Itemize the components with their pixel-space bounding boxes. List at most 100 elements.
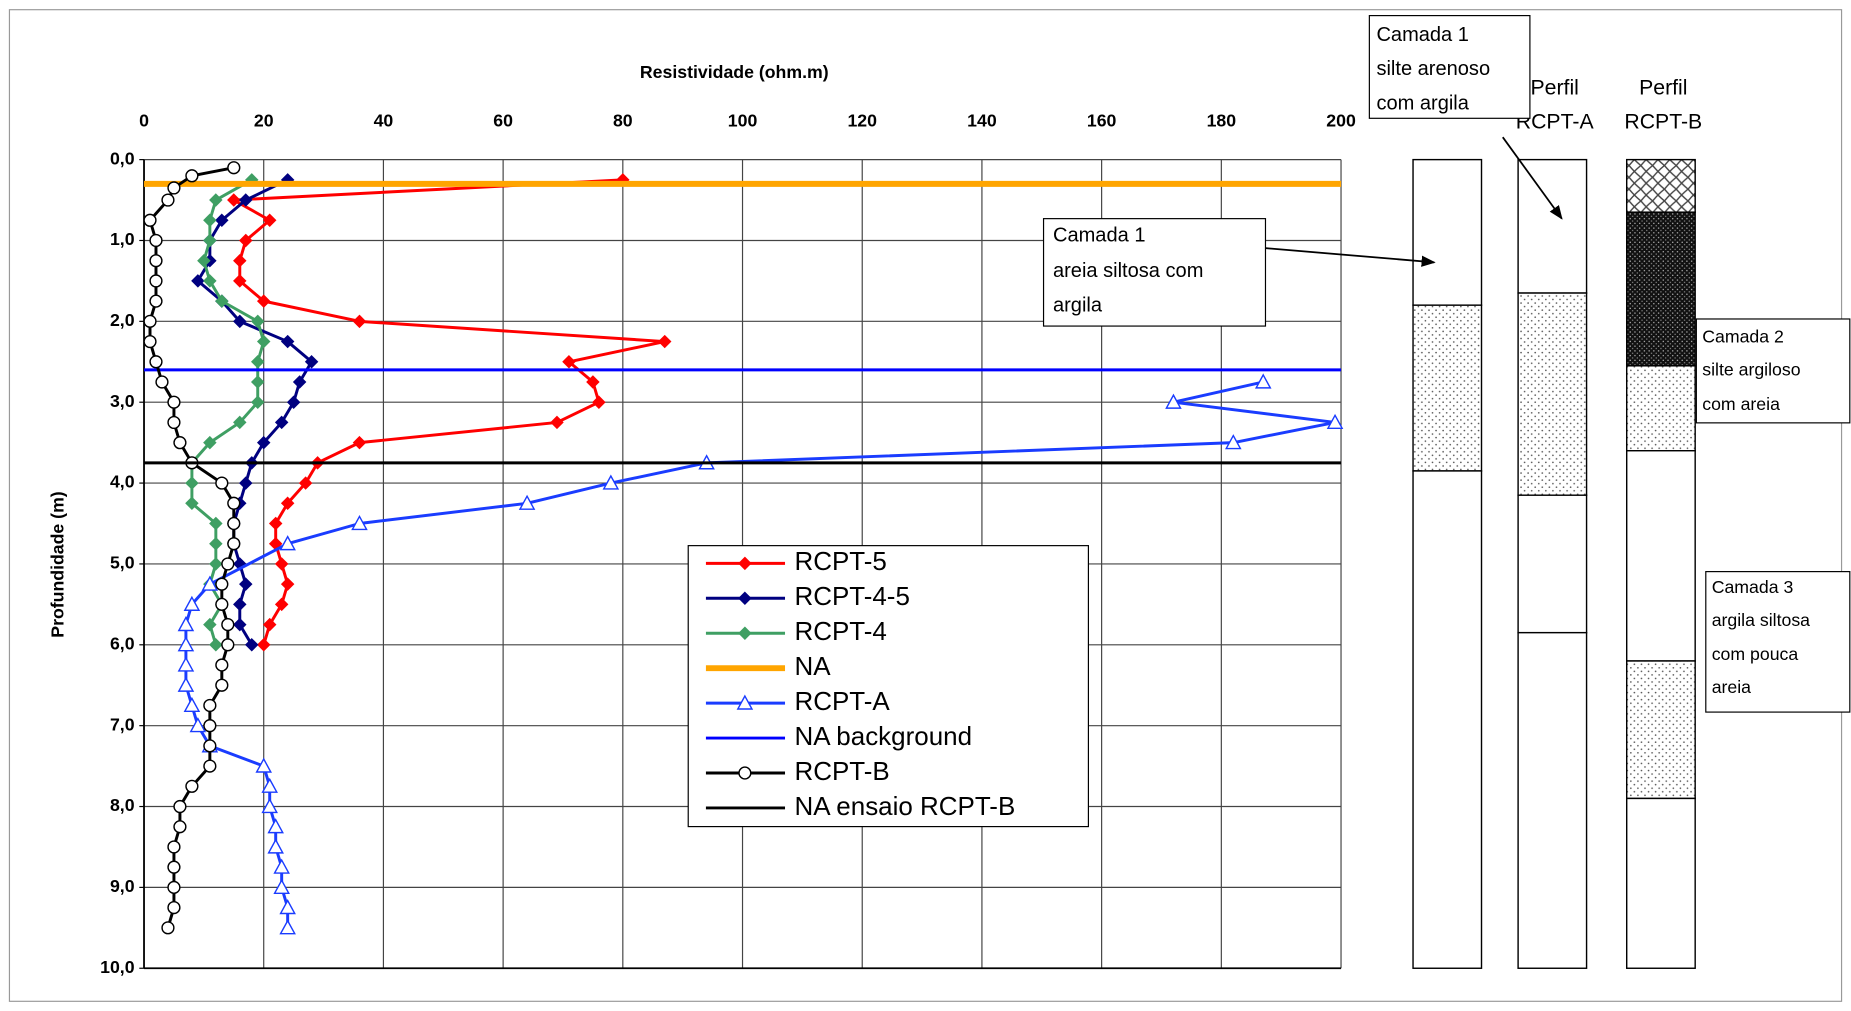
point bbox=[273, 878, 290, 894]
point bbox=[203, 617, 217, 632]
x-tick-label: 60 bbox=[493, 111, 513, 131]
point bbox=[262, 213, 277, 228]
point bbox=[279, 535, 296, 551]
soil-layer bbox=[1625, 365, 1696, 452]
point bbox=[149, 294, 163, 308]
x-tick-label: 160 bbox=[1087, 111, 1117, 131]
soil-layer bbox=[1517, 494, 1588, 634]
point bbox=[183, 595, 201, 611]
legend-label: RCPT-4-5 bbox=[794, 581, 909, 611]
series-line bbox=[148, 166, 236, 929]
point bbox=[209, 193, 223, 207]
y-tick-label: 1,0 bbox=[110, 229, 135, 249]
soil-layer bbox=[1412, 304, 1483, 472]
point bbox=[209, 516, 223, 531]
x-tick-label: 0 bbox=[139, 111, 149, 131]
point bbox=[280, 334, 295, 349]
point bbox=[167, 860, 181, 874]
point bbox=[221, 638, 235, 652]
point bbox=[203, 739, 217, 753]
point bbox=[149, 355, 163, 369]
point bbox=[256, 435, 271, 450]
point bbox=[215, 577, 229, 591]
point bbox=[592, 395, 606, 409]
point bbox=[215, 658, 229, 672]
point bbox=[177, 676, 195, 692]
annotation-box bbox=[1368, 15, 1531, 119]
y-tick-label: 8,0 bbox=[110, 795, 135, 815]
point bbox=[227, 193, 241, 207]
point bbox=[177, 616, 195, 632]
soil-layer bbox=[1625, 797, 1696, 969]
point bbox=[245, 638, 259, 652]
point bbox=[255, 757, 272, 773]
point bbox=[274, 557, 289, 571]
point bbox=[221, 617, 235, 632]
point bbox=[167, 415, 181, 430]
y-tick-label: 3,0 bbox=[110, 391, 135, 411]
arrow bbox=[1502, 136, 1563, 220]
point bbox=[256, 638, 271, 652]
point bbox=[233, 415, 247, 430]
annotation-text: silte argiloso bbox=[1702, 360, 1800, 380]
annotation-text: argila siltosa bbox=[1712, 610, 1810, 630]
point bbox=[274, 597, 289, 612]
point bbox=[261, 777, 278, 793]
soil-layer bbox=[1625, 450, 1696, 662]
point bbox=[173, 820, 187, 834]
annotation-text: areia bbox=[1712, 677, 1751, 697]
point bbox=[203, 213, 217, 228]
point bbox=[191, 274, 205, 288]
annotation-text: com argila bbox=[1376, 92, 1469, 114]
point bbox=[167, 395, 181, 409]
annotation-text: Camada 2 bbox=[1702, 327, 1784, 347]
annotation-text: areia siltosa com bbox=[1053, 260, 1203, 282]
legend-label: RCPT-B bbox=[794, 756, 889, 786]
point bbox=[292, 375, 307, 389]
point bbox=[239, 233, 253, 248]
y-tick-label: 10,0 bbox=[100, 957, 135, 977]
annotation-text: silte arenoso bbox=[1376, 58, 1490, 80]
legend-label: RCPT-A bbox=[794, 686, 890, 716]
point bbox=[586, 375, 600, 389]
point bbox=[161, 921, 175, 935]
point bbox=[227, 161, 241, 175]
x-tick-label: 120 bbox=[847, 111, 877, 131]
point bbox=[256, 294, 271, 308]
point bbox=[185, 779, 199, 793]
legend-label: NA ensaio RCPT-B bbox=[794, 791, 1015, 821]
point bbox=[267, 838, 284, 854]
point bbox=[227, 537, 241, 551]
y-axis-title: Profundidade (m) bbox=[48, 491, 68, 638]
legend-marker bbox=[738, 556, 752, 571]
point bbox=[267, 818, 284, 834]
annotation-box bbox=[1705, 571, 1851, 713]
point bbox=[279, 899, 296, 915]
point bbox=[203, 435, 217, 450]
y-tick-label: 7,0 bbox=[110, 714, 135, 734]
point bbox=[279, 919, 296, 935]
point bbox=[215, 678, 229, 692]
point bbox=[1326, 413, 1344, 430]
point bbox=[227, 496, 241, 510]
soil-layer bbox=[1625, 158, 1696, 213]
point bbox=[602, 474, 620, 490]
point bbox=[550, 415, 564, 430]
point bbox=[167, 880, 181, 894]
legend-label: NA background bbox=[794, 721, 972, 751]
point bbox=[280, 577, 295, 591]
legend-marker bbox=[736, 694, 754, 710]
point bbox=[233, 253, 247, 268]
annotation-box bbox=[1042, 218, 1267, 327]
point bbox=[185, 476, 199, 490]
point bbox=[250, 375, 265, 389]
point bbox=[352, 435, 367, 450]
soil-layer bbox=[1517, 158, 1588, 294]
point bbox=[239, 193, 253, 207]
point bbox=[239, 476, 253, 490]
y-tick-label: 5,0 bbox=[110, 553, 135, 573]
legend-box bbox=[687, 545, 1089, 828]
soil-layer bbox=[1625, 211, 1696, 367]
point bbox=[250, 395, 265, 409]
